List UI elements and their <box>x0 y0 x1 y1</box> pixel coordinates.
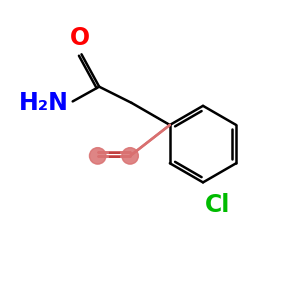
Text: H₂N: H₂N <box>18 91 68 115</box>
Text: Cl: Cl <box>205 193 230 217</box>
Text: =: = <box>106 147 122 165</box>
Circle shape <box>122 148 138 164</box>
Text: O: O <box>70 26 90 50</box>
Circle shape <box>89 148 106 164</box>
